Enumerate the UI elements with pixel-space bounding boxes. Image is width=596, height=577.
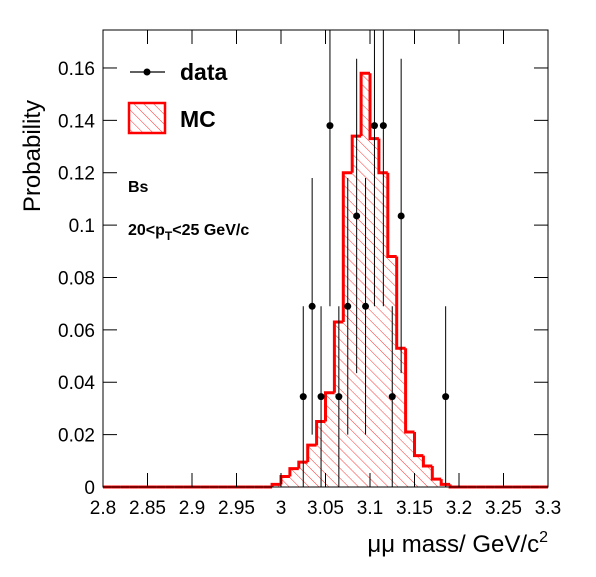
data-point <box>353 212 361 220</box>
mc-bin <box>396 348 406 487</box>
legend-label: MC <box>180 106 216 132</box>
mc-outline <box>306 443 317 463</box>
y-tick-label: 0.02 <box>58 426 95 447</box>
x-tick-label: 3.05 <box>307 498 344 519</box>
mc-bin <box>378 172 388 487</box>
mc-outline <box>350 134 362 173</box>
mc-outline <box>404 348 415 434</box>
data-point <box>335 393 343 401</box>
mc-bin <box>281 476 290 487</box>
data-point <box>397 212 405 220</box>
annotation-part: 20<p <box>128 222 165 239</box>
x-tick-label: 2.8 <box>90 498 116 519</box>
mc-bin <box>405 432 415 487</box>
y-tick-label: 0.1 <box>69 216 95 237</box>
x-axis-label-main: μμ mass/ GeV/c <box>367 531 539 558</box>
data-point <box>379 122 387 130</box>
annotation: 20<pT<25 GeV/c <box>128 222 249 243</box>
y-tick-label: 0.08 <box>58 268 95 289</box>
mc-outline <box>332 320 344 393</box>
mc-outline <box>297 460 308 469</box>
mc-outline <box>324 391 335 422</box>
data-point <box>326 122 334 130</box>
mc-outline <box>413 432 424 458</box>
annotation: Bs <box>128 179 149 196</box>
mc-outline <box>359 71 370 137</box>
mc-outline <box>341 171 353 323</box>
data-point <box>299 393 307 401</box>
x-tick-label: 2.85 <box>129 498 166 519</box>
x-axis-label-sup: 2 <box>539 529 548 546</box>
mc-outline <box>439 479 451 486</box>
y-tick-label: 0.16 <box>58 59 95 80</box>
data-point <box>388 393 396 401</box>
mc-outline <box>430 466 442 481</box>
x-tick-label: 3.3 <box>535 498 561 519</box>
mc-bin <box>370 138 379 487</box>
data-point <box>370 122 378 130</box>
mc-bin <box>307 445 317 487</box>
x-axis-label: μμ mass/ GeV/c2 <box>367 529 548 558</box>
x-tick-label: 3.15 <box>396 498 433 519</box>
plot-area <box>103 30 548 489</box>
y-tick-label: 0.14 <box>58 111 95 132</box>
mc-outline <box>368 73 379 141</box>
data-point <box>308 302 316 310</box>
mc-outline <box>421 455 433 468</box>
x-tick-label: 2.9 <box>179 498 205 519</box>
x-tick-label: 3.1 <box>357 498 383 519</box>
x-tick-label: 2.95 <box>218 498 255 519</box>
data-point <box>317 393 325 401</box>
mc-outline <box>395 256 406 350</box>
legend-label: data <box>180 59 228 85</box>
y-tick-label: 0.06 <box>58 321 95 342</box>
y-tick-label: 0 <box>84 478 95 499</box>
mc-bin <box>423 466 433 487</box>
legend-mc-box <box>127 101 167 135</box>
annotation-sub: T <box>165 229 173 243</box>
data-point <box>344 302 352 310</box>
mc-bin <box>432 479 442 487</box>
x-tick-label: 3.2 <box>446 498 472 519</box>
mc-outline <box>386 172 397 259</box>
y-axis-label: Probability <box>19 100 46 212</box>
y-tick-label: 0.04 <box>58 373 95 394</box>
mc-bin <box>414 455 424 487</box>
x-tick-label: 3 <box>276 498 287 519</box>
mc-bin <box>289 468 299 487</box>
annotation-part: <25 GeV/c <box>172 222 249 239</box>
mc-outline <box>270 482 281 487</box>
x-tick-label: 3.25 <box>485 498 522 519</box>
mc-outline <box>288 467 299 477</box>
data-point <box>442 393 450 401</box>
y-tick-label: 0.12 <box>58 164 95 185</box>
mc-outline <box>377 138 388 175</box>
mc-outline <box>315 420 326 446</box>
legend-data-marker <box>143 68 151 76</box>
mc-bin <box>325 392 335 487</box>
data-point <box>362 302 370 310</box>
